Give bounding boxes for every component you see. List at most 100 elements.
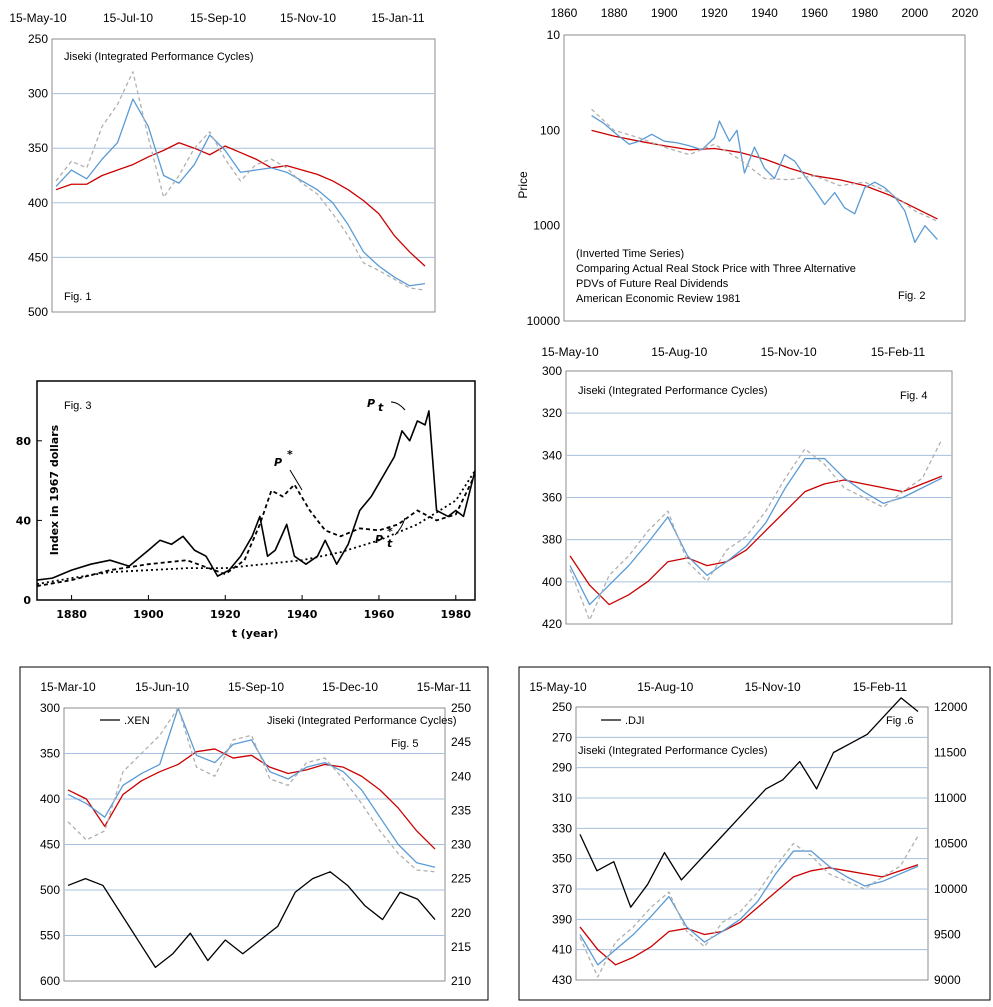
fig2-plot-area — [563, 34, 966, 322]
fig4-series-line-0 — [569, 475, 943, 606]
fig6-y2-tick-label: 9500 — [934, 928, 961, 942]
fig4-x-tick-label: 15-Feb-11 — [871, 345, 926, 359]
fig5-series-line-0 — [67, 748, 436, 850]
fig2-x-tick-label: 1860 — [551, 6, 578, 20]
fig6-y-tick-label: 390 — [552, 912, 572, 926]
fig2-x-tick-label: 1980 — [851, 6, 878, 20]
fig2-y-axis-label: Price — [516, 171, 530, 199]
fig3-pt-label-sub: t — [378, 401, 384, 414]
fig5-series-line-3 — [67, 871, 436, 968]
fig3-pstar-arrow — [289, 469, 303, 491]
fig3-pstart-label-sub: t — [387, 537, 393, 550]
fig6-x-tick-label: 15-Feb-11 — [853, 680, 908, 694]
fig1-y-tick-label: 350 — [28, 141, 48, 155]
fig6-y-tick-label: 270 — [552, 730, 572, 744]
fig3-x-tick-label: 1900 — [133, 608, 164, 621]
fig5-y-tick-label: 600 — [40, 974, 60, 988]
fig4-y-tick-label: 380 — [542, 533, 562, 547]
fig1-series-line-0 — [55, 142, 426, 267]
fig2-fig-label: Fig. 2 — [898, 290, 926, 302]
fig6-y-tick-label: 250 — [552, 700, 572, 714]
fig1-fig-label: Fig. 1 — [64, 291, 92, 303]
fig6-y2-tick-label: 10500 — [934, 837, 968, 851]
fig2-x-tick-label: 1940 — [751, 6, 778, 20]
fig6-y-tick-label: 290 — [552, 761, 572, 775]
fig5-y-tick-label: 450 — [40, 838, 60, 852]
fig6-y2-tick-label: 11500 — [934, 746, 967, 760]
fig5-x-tick-label: 15-Mar-11 — [417, 680, 472, 694]
fig1-y-tick-label: 450 — [28, 250, 48, 264]
fig6-plot-area — [575, 706, 929, 981]
fig6-series-line-0 — [579, 864, 919, 966]
fig6-fig-label: Fig .6 — [886, 715, 914, 727]
fig5-annotation: Jiseki (Integrated Performance Cycles) — [267, 715, 457, 727]
fig3-pstart-arrow — [394, 517, 406, 536]
fig4-x-tick-label: 15-Aug-10 — [651, 345, 707, 359]
fig6-legend-label: .DJI — [625, 715, 645, 727]
fig1-x-tick-label: 15-Jan-11 — [371, 11, 424, 25]
fig1-x-tick-label: 15-Sep-10 — [190, 11, 246, 25]
fig6-series-line-2 — [579, 835, 919, 978]
fig6-y-tick-label: 350 — [552, 852, 572, 866]
fig2-y-tick-label: 100 — [540, 123, 560, 137]
fig2-x-tick-label: 1960 — [801, 6, 828, 20]
fig3-x-tick-label: 1980 — [440, 608, 471, 621]
fig3-x-tick-label: 1920 — [210, 608, 241, 621]
fig3-pstar-label-sup: * — [287, 448, 293, 461]
fig5-x-tick-label: 15-Jun-10 — [135, 680, 189, 694]
fig5-x-tick-label: 15-Sep-10 — [228, 680, 284, 694]
fig3-pstart-label-sup: * — [387, 525, 393, 538]
fig4-y-tick-label: 300 — [542, 364, 562, 378]
fig3-pt-label: P — [367, 397, 375, 410]
fig3-y-axis-label: Index in 1967 dollars — [48, 424, 61, 555]
fig5-legend-label: .XEN — [124, 715, 150, 727]
fig3-x-axis-label: t (year) — [232, 627, 279, 640]
fig5-y2-tick-label: 225 — [451, 872, 471, 886]
fig4-annotation: Jiseki (Integrated Performance Cycles) — [578, 385, 768, 397]
fig6-y2-tick-label: 11000 — [934, 791, 967, 805]
fig3-fig-label: Fig. 3 — [64, 400, 92, 412]
fig2-y-tick-label: 1000 — [533, 219, 560, 233]
fig5-y2-tick-label: 240 — [451, 769, 471, 783]
fig3-y-tick-label: 0 — [23, 594, 31, 607]
fig4-y-tick-label: 320 — [542, 406, 562, 420]
fig4-series-line-2 — [569, 438, 943, 621]
fig5-frame — [19, 666, 489, 1001]
fig6-y2-tick-label: 9000 — [934, 973, 961, 987]
fig4-y-tick-label: 400 — [542, 575, 562, 589]
fig2-x-tick-label: 1880 — [601, 6, 628, 20]
fig6-y2-tick-label: 12000 — [934, 700, 968, 714]
fig1-y-tick-label: 400 — [28, 196, 48, 210]
fig3-x-tick-label: 1940 — [287, 608, 318, 621]
fig2-x-tick-label: 2020 — [952, 6, 979, 20]
fig6-series-line-3 — [579, 697, 919, 908]
fig2-x-tick-label: 1920 — [701, 6, 728, 20]
fig3-pstar-label: P — [274, 456, 282, 469]
fig5-y-tick-label: 350 — [40, 747, 60, 761]
fig2-y-tick-label: 10000 — [527, 314, 561, 328]
fig3-x-tick-label: 1960 — [364, 608, 395, 621]
fig4-y-tick-label: 360 — [542, 491, 562, 505]
fig1-series-line-2 — [55, 71, 426, 291]
fig6-x-tick-label: 15-Aug-10 — [637, 680, 693, 694]
fig4-series-line-1 — [569, 457, 943, 606]
fig1-y-tick-label: 300 — [28, 87, 48, 101]
fig6-x-tick-label: 15-May-10 — [529, 680, 587, 694]
fig2-series-line-2 — [591, 108, 938, 222]
fig2-series-line-1 — [591, 115, 938, 244]
fig1-x-tick-label: 15-Jul-10 — [103, 11, 153, 25]
fig3-pstart-label: P — [375, 533, 383, 546]
fig2-x-tick-label: 1900 — [651, 6, 678, 20]
fig6-y-tick-label: 410 — [552, 943, 572, 957]
fig5-series-line-1 — [67, 707, 436, 868]
fig3-y-tick-label: 80 — [16, 435, 32, 448]
fig3-pt-arrow — [390, 401, 406, 411]
fig5-x-tick-label: 15-Mar-10 — [40, 680, 96, 694]
fig5-y2-tick-label: 220 — [451, 906, 471, 920]
fig6-x-tick-label: 15-Nov-10 — [745, 680, 801, 694]
fig3-series-line-0 — [36, 410, 476, 581]
fig4-fig-label: Fig. 4 — [900, 390, 928, 402]
fig1-plot-area — [51, 38, 436, 313]
fig3-series-line-1 — [36, 474, 476, 587]
fig5-y2-tick-label: 230 — [451, 838, 471, 852]
